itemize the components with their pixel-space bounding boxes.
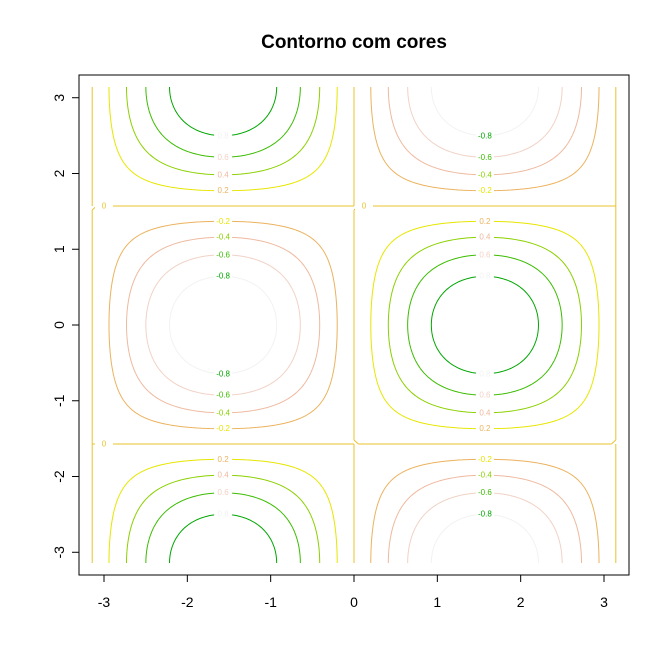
contour-label: -0.8: [216, 369, 230, 378]
contour-label-bg: [95, 438, 113, 449]
y-tick-label: 0: [51, 321, 67, 329]
contour-line: [145, 86, 563, 564]
y-tick-label: -2: [51, 470, 67, 483]
contour-label-bg: [475, 454, 494, 465]
y-tick-label: -1: [51, 394, 67, 407]
contour-label: 0.4: [218, 170, 230, 179]
contour-label: 0.2: [479, 424, 491, 433]
contour-label: -0.8: [478, 131, 492, 140]
contour-label-bg: [475, 390, 494, 401]
contour-label: 0: [102, 202, 107, 211]
contour-label-bg: [475, 169, 494, 180]
contour-label-bg: [214, 216, 233, 227]
contour-lines: [91, 86, 617, 564]
contour-label: 0.6: [479, 391, 491, 400]
contour-label-bg: [475, 216, 494, 227]
contour-label: -0.6: [216, 391, 230, 400]
x-tick-label: -2: [181, 594, 194, 610]
y-tick-label: 1: [51, 245, 67, 253]
contour-label: 0: [362, 202, 367, 211]
contour-label-bg: [214, 423, 233, 434]
contour-label: 0.4: [479, 233, 491, 242]
contour-label-bg: [214, 487, 233, 498]
contour-label: -0.4: [478, 170, 492, 179]
y-tick-label: -3: [51, 546, 67, 559]
contour-label: -0.4: [478, 471, 492, 480]
contour-label: 0.8: [218, 510, 230, 519]
contour-label: 0.8: [479, 369, 491, 378]
x-tick-label: 2: [517, 594, 525, 610]
contour-label-bg: [475, 487, 494, 498]
contour-line: [108, 86, 600, 564]
contour-label-bg: [475, 152, 494, 163]
contour-line: [169, 86, 539, 564]
contour-label: -0.4: [216, 233, 230, 242]
contour-label-bg: [214, 232, 233, 243]
y-axis: -3 -2 -1 0 1 2 3: [51, 94, 80, 559]
x-tick-label: -1: [264, 594, 277, 610]
contour-label-bg: [214, 509, 233, 520]
contour-label: -0.6: [478, 153, 492, 162]
contour-label: 0.6: [479, 250, 491, 259]
contour-label-bg: [214, 130, 233, 141]
contour-label: -0.6: [216, 250, 230, 259]
contour-label-bg: [214, 271, 233, 282]
contour-label: 0.6: [218, 153, 230, 162]
contour-label: -0.2: [478, 186, 492, 195]
contour-label: 0.2: [479, 217, 491, 226]
contour-label-bg: [475, 249, 494, 260]
contour-label: 0.2: [218, 455, 230, 464]
contour-label-bg: [214, 454, 233, 465]
y-tick-label: 2: [51, 169, 67, 177]
x-tick-label: 0: [350, 594, 358, 610]
contour-label: -0.2: [216, 217, 230, 226]
contour-label-bg: [475, 130, 494, 141]
chart-title: Contorno com cores: [261, 32, 447, 53]
contour-label-bg: [214, 390, 233, 401]
contour-label-bg: [214, 368, 233, 379]
x-axis: -3 -2 -1 0 1 2 3: [98, 574, 608, 610]
contour-label-bg: [475, 271, 494, 282]
contour-label: 0.8: [218, 131, 230, 140]
contour-label: -0.6: [478, 488, 492, 497]
contour-label: 0: [102, 439, 107, 448]
contour-label-bg: [475, 509, 494, 520]
contour-label-bg: [214, 152, 233, 163]
contour-line: [108, 86, 600, 564]
contour-label-bg: [475, 423, 494, 434]
contour-label-bg: [475, 470, 494, 481]
y-tick-label: 3: [51, 94, 67, 102]
contour-label-bg: [214, 407, 233, 418]
contour-label: 0.4: [218, 471, 230, 480]
contour-label-bg: [214, 169, 233, 180]
contour-line: [91, 87, 617, 563]
contour-label: 0.8: [479, 272, 491, 281]
x-tick-label: -3: [98, 594, 111, 610]
contour-label-bg: [475, 185, 494, 196]
contour-line: [145, 86, 563, 564]
contour-label: -0.8: [478, 510, 492, 519]
contour-label-bg: [214, 249, 233, 260]
contour-line: [126, 86, 582, 564]
contour-label-bg: [214, 470, 233, 481]
contour-label: 0.6: [218, 488, 230, 497]
contour-labels: -0.8 -0.8 -0.8 -0.8 -0.6 -0.6 -0.6 -0.6 -0.4 -0.4…: [95, 130, 494, 520]
contour-label: -0.4: [216, 408, 230, 417]
x-tick-label: 1: [433, 594, 441, 610]
contour-label: -0.8: [216, 272, 230, 281]
contour-label-bg: [475, 368, 494, 379]
contour-line: [169, 86, 539, 564]
contour-label: 0.2: [218, 186, 230, 195]
contour-label-bg: [355, 201, 373, 212]
contour-label-bg: [475, 232, 494, 243]
contour-label: -0.2: [216, 424, 230, 433]
contour-label-bg: [475, 407, 494, 418]
contour-label-bg: [95, 201, 113, 212]
contour-line: [126, 86, 582, 564]
x-tick-label: 3: [600, 594, 608, 610]
contour-label: 0.4: [479, 408, 491, 417]
contour-label-bg: [214, 185, 233, 196]
contour-label: -0.2: [478, 455, 492, 464]
